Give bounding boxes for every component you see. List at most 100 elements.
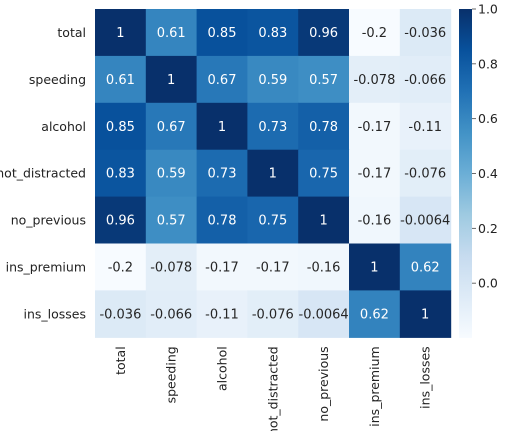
column-label-no_previous: no_previous	[316, 346, 331, 421]
colorbar-tick-label: 0.2	[478, 221, 498, 236]
heatmap-cell-ins_premium-ins_premium	[349, 243, 401, 291]
heatmap-cell-ins_losses-ins_premium	[349, 290, 401, 338]
row-labels: total speeding alcohol not_distracted no_pre…	[0, 25, 86, 321]
row-label-total: total	[57, 25, 86, 40]
colorbar-tick-label: 0.4	[478, 166, 498, 181]
heatmap-cell-label: 0.67	[157, 120, 186, 135]
heatmap-cell-label: 1	[167, 73, 175, 88]
heatmap-cell-label: 0.83	[106, 167, 135, 182]
heatmap-cell-speeding-alcohol	[196, 55, 248, 104]
heatmap-cell-alcohol-ins_premium	[349, 102, 401, 151]
heatmap-cell-total-speeding	[145, 9, 198, 57]
heatmap-cell-label: 0.78	[208, 214, 237, 229]
column-label-not_distracted: not_distracted	[265, 346, 280, 431]
heatmap-cell-ins_premium-ins_losses	[399, 243, 452, 291]
heatmap-cell-not_distracted-not_distracted	[247, 149, 299, 198]
heatmap-cell-label: 0.85	[208, 26, 237, 41]
heatmap-cell-label: -0.11	[205, 307, 239, 322]
heatmap-cell-total-no_previous	[298, 9, 350, 57]
heatmap-cell-label: 0.61	[157, 26, 186, 41]
row-label-not_distracted: not_distracted	[0, 166, 86, 181]
heatmap-cell-label: -0.066	[404, 73, 446, 88]
heatmap-cell-alcohol-ins_losses	[399, 102, 452, 151]
heatmap-cell-label: -0.17	[358, 120, 392, 135]
heatmap-cell-not_distracted-no_previous	[298, 149, 350, 198]
heatmap-cell-label: -0.11	[408, 120, 442, 135]
heatmap-cell-ins_premium-no_previous	[298, 243, 350, 291]
heatmap-cell-no_previous-ins_premium	[349, 196, 401, 245]
column-label-speeding: speeding	[164, 346, 179, 403]
column-label-ins_premium: ins_premium	[367, 346, 382, 426]
heatmap-cell-label: 0.73	[258, 120, 287, 135]
heatmap-cell-ins_losses-ins_losses	[399, 290, 452, 338]
heatmap-cell-ins_losses-speeding	[145, 290, 198, 338]
heatmap-cell-label: 0.67	[208, 73, 237, 88]
heatmap-cell-label: -0.076	[404, 167, 446, 182]
heatmap-cell-speeding-no_previous	[298, 55, 350, 104]
heatmap-cell-no_previous-speeding	[145, 196, 198, 245]
heatmap-cell-total-ins_premium	[349, 9, 401, 57]
heatmap-cell-ins_losses-alcohol	[196, 290, 248, 338]
heatmap-cell-label: 0.62	[360, 307, 389, 322]
colorbar-tick-label: 1.0	[478, 2, 498, 17]
heatmap-cell-ins_premium-total	[95, 243, 147, 291]
row-label-no_previous: no_previous	[11, 213, 86, 228]
heatmap-cell-not_distracted-ins_losses	[399, 149, 452, 198]
heatmap-cell-label: 0.96	[106, 214, 135, 229]
heatmap-cell-speeding-ins_premium	[349, 55, 401, 104]
heatmap-cell-no_previous-no_previous	[298, 196, 350, 245]
heatmap-cell-label: 1	[421, 307, 429, 322]
heatmap-cell-ins_premium-speeding	[145, 243, 198, 291]
column-label-alcohol: alcohol	[215, 346, 230, 391]
heatmap-cell-label: 0.75	[309, 167, 338, 182]
heatmap-cell-labels: 1 0.61 0.85 0.83 0.96 -0.2 -0.036 0.61 1 0.67 0.59…	[99, 26, 450, 322]
heatmap-cell-label: 0.62	[411, 260, 440, 275]
heatmap-cell-label: 0.96	[309, 26, 338, 41]
heatmap-cell-alcohol-not_distracted	[247, 102, 299, 151]
heatmap-cell-speeding-total	[95, 55, 147, 104]
heatmap-cell-label: 0.57	[157, 214, 186, 229]
colorbar-tick-label: 0.0	[478, 276, 498, 291]
heatmap-cell-not_distracted-speeding	[145, 149, 198, 198]
heatmap-cell-label: 0.59	[258, 73, 287, 88]
heatmap-cell-no_previous-ins_losses	[399, 196, 452, 245]
heatmap-cell-label: -0.078	[353, 73, 395, 88]
heatmap-cell-alcohol-total	[95, 102, 147, 151]
heatmap-cell-label: -0.16	[307, 260, 341, 275]
heatmap-cell-no_previous-alcohol	[196, 196, 248, 245]
heatmap-cell-speeding-not_distracted	[247, 55, 299, 104]
row-label-alcohol: alcohol	[41, 119, 86, 134]
heatmap-cell-label: -0.17	[205, 260, 239, 275]
heatmap-cells	[95, 9, 452, 338]
heatmap-cell-ins_premium-not_distracted	[247, 243, 299, 291]
heatmap-cell-label: 0.83	[258, 26, 287, 41]
heatmap-cell-no_previous-total	[95, 196, 147, 245]
heatmap-cell-ins_premium-alcohol	[196, 243, 248, 291]
heatmap-cell-label: -0.17	[256, 260, 290, 275]
colorbar-tick-label: 0.8	[478, 56, 498, 71]
heatmap-cell-label: -0.066	[150, 307, 192, 322]
heatmap-cell-label: -0.16	[358, 214, 392, 229]
heatmap-cell-label: -0.0064	[299, 307, 349, 322]
heatmap-cell-alcohol-speeding	[145, 102, 198, 151]
column-labels: total speeding alcohol not_distracted no_pre…	[113, 346, 433, 431]
heatmap-cell-label: -0.17	[358, 167, 392, 182]
heatmap-cell-label: 0.73	[208, 167, 237, 182]
heatmap-cell-ins_losses-not_distracted	[247, 290, 299, 338]
heatmap-cell-label: 0.85	[106, 120, 135, 135]
heatmap-cell-ins_losses-total	[95, 290, 147, 338]
row-label-ins_premium: ins_premium	[6, 259, 86, 274]
heatmap-cell-label: -0.076	[252, 307, 294, 322]
heatmap-cell-label: -0.078	[150, 260, 192, 275]
heatmap-cell-total-total	[95, 9, 147, 57]
heatmap-cell-label: 0.75	[258, 214, 287, 229]
colorbar: 0.0 0.2 0.4 0.6 0.8 1.0	[459, 2, 498, 338]
row-label-ins_losses: ins_losses	[23, 306, 86, 321]
heatmap-cell-label: -0.2	[362, 26, 387, 41]
heatmap-cell-speeding-ins_losses	[399, 55, 452, 104]
heatmap-cell-total-alcohol	[196, 9, 248, 57]
heatmap-cell-label: -0.2	[108, 260, 133, 275]
heatmap-cell-label: -0.0064	[400, 214, 450, 229]
